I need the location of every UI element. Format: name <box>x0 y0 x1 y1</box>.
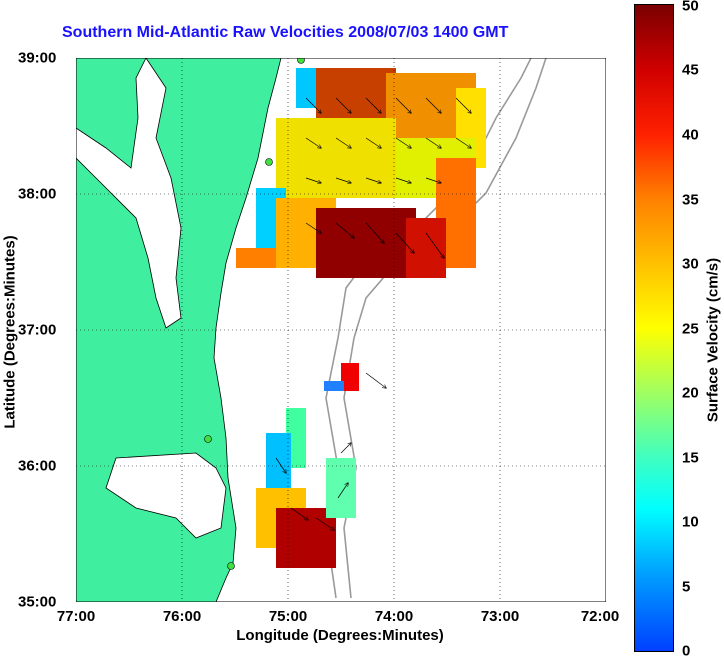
colorbar-label: Surface Velocity (cm/s) <box>704 257 722 423</box>
colorbar-tick: 20 <box>682 384 699 402</box>
colorbar-tick: 30 <box>682 255 699 273</box>
x-tick-label: 76:00 <box>162 608 202 625</box>
y-axis-label: Latitude (Degrees:Minutes) <box>1 235 19 429</box>
colorbar-tick: 15 <box>682 449 699 467</box>
colorbar-tick: 40 <box>682 126 699 144</box>
x-axis-label: Longitude (Degrees:Minutes) <box>236 627 444 644</box>
colorbar <box>634 4 674 652</box>
y-tick-label: 38:00 <box>18 185 57 203</box>
velocity-field-north <box>236 68 486 278</box>
chart-title: Southern Mid-Atlantic Raw Velocities 200… <box>62 24 509 41</box>
y-tick-label: 36:00 <box>18 457 57 475</box>
velocity-vectors <box>275 97 471 530</box>
colorbar-tick: 45 <box>682 61 699 79</box>
y-tick-label: 35:00 <box>18 593 57 611</box>
y-tick-label: 37:00 <box>18 321 57 339</box>
x-tick-label: 72:00 <box>580 608 620 625</box>
colorbar-tick: 35 <box>682 191 699 209</box>
y-tick-label: 39:00 <box>18 49 57 67</box>
colorbar-tick: 0 <box>682 642 691 660</box>
colorbar-tick: 10 <box>682 513 699 531</box>
colorbar-tick: 50 <box>682 0 699 15</box>
sound-waters <box>105 452 227 539</box>
x-tick-label: 77:00 <box>56 608 96 625</box>
colorbar-tick: 25 <box>682 320 699 338</box>
x-tick-label: 74:00 <box>374 608 414 625</box>
colorbar-tick: 5 <box>682 578 691 596</box>
x-tick-label: 75:00 <box>268 608 308 625</box>
grid-lines <box>76 58 606 602</box>
x-tick-label: 73:00 <box>480 608 520 625</box>
station-markers <box>204 58 305 570</box>
chesapeake-bay <box>76 58 182 329</box>
map-plot-area <box>76 58 606 602</box>
velocity-field-south <box>256 363 359 568</box>
